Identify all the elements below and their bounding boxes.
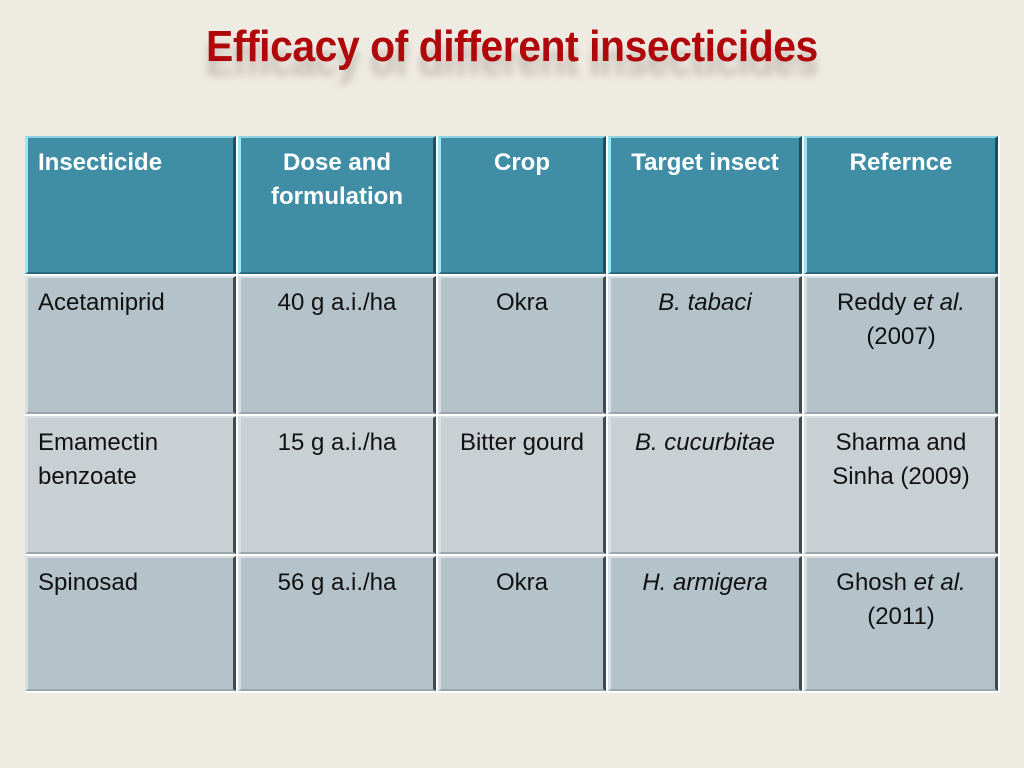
- header-reference: Refernce: [804, 136, 998, 274]
- cell-dose: 56 g a.i./ha: [238, 556, 436, 691]
- cell-reference: Sharma and Sinha (2009): [804, 416, 998, 554]
- cell-target-insect: B. cucurbitae: [608, 416, 802, 554]
- reference-author: Reddy: [836, 289, 907, 316]
- header-dose: Dose and formulation: [238, 136, 436, 274]
- cell-dose: 40 g a.i./ha: [238, 276, 436, 414]
- reference-etal: et al.: [913, 569, 966, 596]
- cell-insecticide: Acetamiprid: [25, 276, 236, 414]
- cell-reference: Ghosh et al. (2011): [804, 556, 998, 691]
- cell-target-insect: H. armigera: [608, 556, 802, 691]
- cell-crop: Okra: [438, 276, 606, 414]
- cell-insecticide: Spinosad: [25, 556, 236, 691]
- cell-crop: Bitter gourd: [438, 416, 606, 554]
- cell-insecticide: Emamectin benzoate: [25, 416, 236, 554]
- reference-author: Ghosh: [836, 569, 907, 596]
- cell-crop: Okra: [438, 556, 606, 691]
- reference-author: Sharma and Sinha: [832, 429, 967, 490]
- slide-title: Efficacy of different insecticides: [206, 22, 818, 71]
- insecticide-table: Insecticide Dose and formulation Crop Ta…: [25, 136, 1000, 693]
- reference-etal: et al.: [913, 289, 966, 316]
- cell-dose: 15 g a.i./ha: [238, 416, 436, 554]
- reference-year: (2009): [900, 463, 970, 490]
- header-crop: Crop: [438, 136, 606, 274]
- title-container: Efficacy of different insecticides: [0, 22, 1024, 72]
- header-target-insect: Target insect: [608, 136, 802, 274]
- header-insecticide: Insecticide: [25, 136, 236, 274]
- cell-reference: Reddy et al. (2007): [804, 276, 998, 414]
- reference-year: (2011): [867, 603, 935, 630]
- cell-target-insect: B. tabaci: [608, 276, 802, 414]
- reference-year: (2007): [866, 323, 936, 350]
